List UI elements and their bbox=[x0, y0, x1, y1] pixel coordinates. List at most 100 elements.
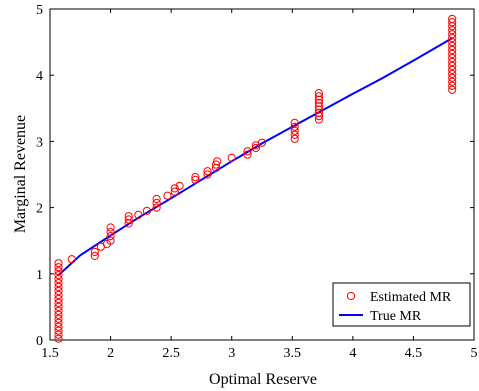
estimated-mr-point bbox=[54, 314, 63, 323]
estimated-mr-point bbox=[203, 167, 212, 176]
estimated-mr-point bbox=[54, 294, 63, 304]
estimated-mr-point bbox=[314, 95, 323, 104]
y-tick-label: 1 bbox=[36, 268, 43, 283]
estimated-mr-point bbox=[54, 334, 63, 343]
estimated-mr-point bbox=[54, 318, 63, 327]
estimated-mr-point bbox=[106, 232, 115, 241]
estimated-mr-point bbox=[448, 61, 457, 71]
estimated-mr-point bbox=[448, 18, 457, 27]
estimated-mr-point bbox=[290, 126, 299, 135]
estimated-mr-point bbox=[448, 26, 457, 35]
estimated-mr-point bbox=[448, 57, 457, 67]
estimated-mr-point bbox=[152, 203, 161, 212]
estimated-mr-point bbox=[213, 157, 222, 166]
estimated-mr-point bbox=[54, 306, 63, 315]
estimated-mr-point bbox=[227, 153, 236, 162]
y-tick-label: 2 bbox=[36, 202, 43, 217]
estimated-mr-point bbox=[314, 108, 323, 118]
true-mr-line bbox=[57, 37, 453, 276]
estimated-mr-point bbox=[314, 115, 323, 124]
estimated-mr-point bbox=[54, 282, 63, 292]
estimated-mr-point bbox=[54, 302, 63, 311]
y-tick-label: 3 bbox=[36, 135, 43, 150]
estimated-mr-point bbox=[448, 14, 457, 23]
estimated-mr-point bbox=[106, 236, 115, 245]
estimated-mr-point bbox=[448, 69, 457, 79]
estimated-mr-point bbox=[54, 298, 63, 307]
estimated-mr-point bbox=[243, 147, 252, 156]
x-tick-label: 1.5 bbox=[41, 346, 59, 361]
estimated-mr-point bbox=[290, 118, 299, 128]
estimated-mr-point bbox=[203, 170, 212, 179]
estimated-mr-point bbox=[448, 53, 457, 63]
x-tick-label: 3.5 bbox=[284, 346, 302, 361]
estimated-mr-point bbox=[314, 92, 323, 101]
estimated-mr-point bbox=[448, 42, 457, 51]
y-axis-label: Marginal Revenue bbox=[12, 115, 29, 233]
estimated-mr-point bbox=[175, 181, 184, 190]
estimated-mr-point bbox=[54, 330, 63, 339]
x-axis-label: Optimal Reserve bbox=[209, 371, 317, 388]
estimated-mr-point bbox=[448, 49, 457, 59]
estimated-mr-point bbox=[106, 223, 115, 232]
estimated-mr-point bbox=[54, 290, 63, 300]
estimated-mr-point bbox=[314, 89, 323, 98]
estimated-mr-point bbox=[134, 210, 143, 219]
estimated-mr-point bbox=[67, 255, 76, 264]
estimated-mr-point bbox=[290, 134, 299, 143]
estimated-mr-point bbox=[170, 187, 179, 196]
y-tick-label: 5 bbox=[36, 3, 43, 18]
estimated-mr-point bbox=[448, 34, 457, 43]
estimated-mr-point bbox=[290, 122, 299, 131]
x-tick-label: 5 bbox=[471, 346, 478, 361]
legend-label: True MR bbox=[370, 309, 422, 324]
estimated-mr-point bbox=[448, 81, 457, 90]
data-marks bbox=[54, 14, 457, 343]
estimated-mr-point bbox=[90, 247, 99, 257]
estimated-mr-point bbox=[54, 279, 63, 288]
estimated-mr-point bbox=[448, 38, 457, 47]
estimated-mr-point bbox=[142, 206, 151, 215]
x-tick-label: 4.5 bbox=[405, 346, 423, 361]
estimated-mr-point bbox=[290, 130, 299, 139]
estimated-mr-point bbox=[54, 263, 63, 272]
estimated-mr-point bbox=[54, 286, 63, 296]
estimated-mr-point bbox=[314, 112, 323, 121]
estimated-mr-point bbox=[54, 326, 63, 335]
estimated-mr-point bbox=[124, 212, 133, 221]
estimated-mr-point bbox=[448, 77, 457, 86]
x-tick-label: 4 bbox=[349, 346, 356, 361]
legend: Estimated MR True MR bbox=[332, 282, 471, 327]
estimated-mr-point bbox=[448, 65, 457, 75]
estimated-mr-point bbox=[54, 267, 63, 276]
estimated-mr-point bbox=[54, 275, 63, 284]
estimated-mr-point bbox=[448, 30, 457, 39]
y-tick-label: 0 bbox=[36, 334, 43, 349]
estimated-mr-point bbox=[448, 45, 457, 55]
estimated-mr-point bbox=[191, 175, 200, 184]
estimated-mr-point bbox=[106, 228, 115, 237]
estimated-mr-point bbox=[257, 138, 267, 147]
estimated-mr-point bbox=[191, 173, 200, 182]
y-tick-label: 4 bbox=[36, 69, 43, 84]
estimated-mr-point bbox=[170, 184, 179, 193]
estimated-mr-point bbox=[314, 102, 323, 111]
axis-ticks: 1.5 2 2.5 3 3.5 4 4.5 5 0 1 2 3 4 5 bbox=[36, 3, 478, 361]
legend-box bbox=[332, 282, 471, 327]
estimated-mr-point bbox=[163, 191, 172, 200]
estimated-mr-point bbox=[448, 73, 457, 82]
legend-label: Estimated MR bbox=[370, 290, 452, 305]
estimated-mr-point bbox=[314, 105, 323, 114]
estimated-mr-point bbox=[124, 215, 133, 224]
estimated-mr-point bbox=[152, 198, 161, 208]
estimated-mr-point bbox=[54, 310, 63, 319]
estimated-mr-point bbox=[54, 322, 63, 331]
x-tick-label: 2.5 bbox=[162, 346, 180, 361]
x-tick-label: 3 bbox=[228, 346, 235, 361]
legend-marker-estimated-mr bbox=[346, 291, 356, 301]
estimated-mr-point bbox=[448, 85, 457, 94]
estimated-mr-point bbox=[54, 259, 63, 268]
estimated-mr-point bbox=[243, 150, 252, 159]
estimated-mr-point bbox=[314, 98, 323, 108]
